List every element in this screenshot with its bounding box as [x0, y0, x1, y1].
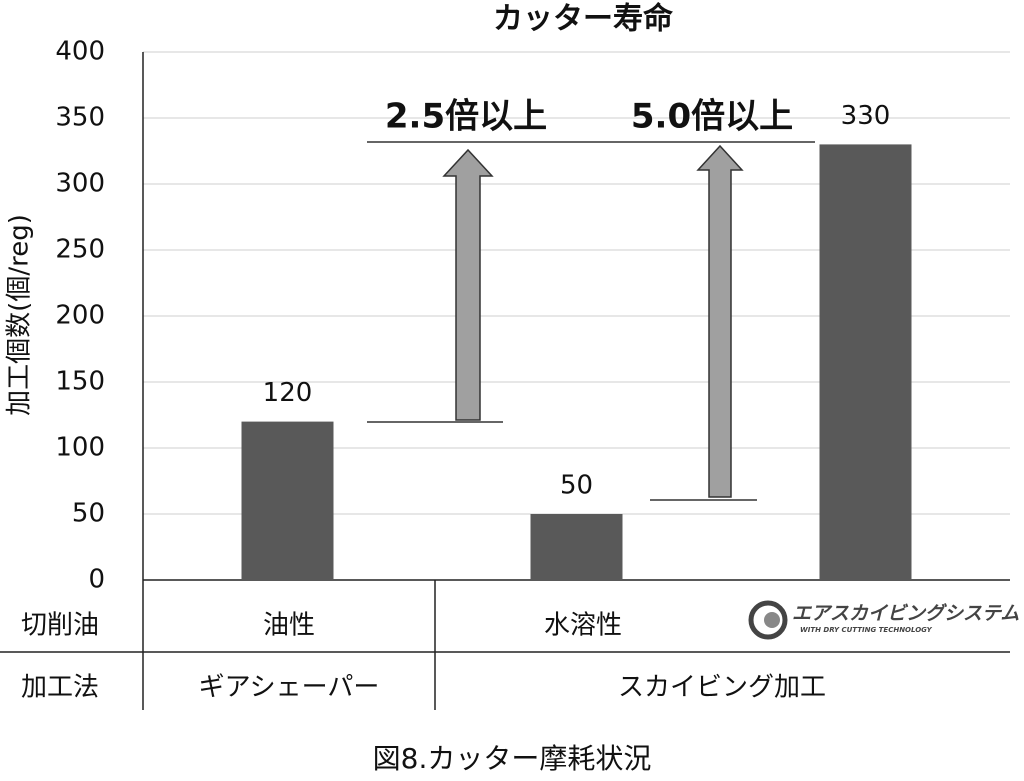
- arrow: [696, 144, 744, 498]
- chart-title: カッター寿命: [493, 2, 674, 37]
- row-header: 切削油: [21, 611, 99, 641]
- y-tick-label: 350: [55, 103, 105, 133]
- logo-icon: [764, 612, 780, 628]
- arrows: [367, 141, 815, 501]
- y-axis-label: 加工個数(個/reg): [5, 214, 35, 416]
- y-tick-label: 50: [72, 499, 105, 529]
- grid: 0 50 100 150 200 250 300 350 400: [55, 37, 1010, 595]
- table-cell: 油性: [263, 611, 315, 641]
- data-label: 120: [263, 378, 313, 408]
- y-tick-label: 200: [55, 301, 105, 331]
- logo-tagline: WITH DRY CUTTING TECHNOLOGY: [800, 626, 933, 634]
- logo-icon: [748, 600, 788, 640]
- y-tick-label: 0: [88, 565, 105, 595]
- bars: 120 50 330: [241, 101, 912, 580]
- y-tick-label: 400: [55, 37, 105, 67]
- annotation: 2.5倍以上: [385, 97, 547, 137]
- bar: [530, 514, 623, 580]
- data-label: 50: [560, 471, 593, 501]
- data-label: 330: [841, 101, 891, 131]
- y-tick-label: 250: [55, 235, 105, 265]
- caption: 図8.カッター摩耗状況: [373, 742, 652, 775]
- logo: エアスカイビングシステム WITH DRY CUTTING TECHNOLOGY: [748, 600, 1019, 640]
- arrow: [442, 148, 494, 421]
- table-cell: 水溶性: [544, 611, 622, 641]
- y-tick-label: 150: [55, 367, 105, 397]
- table: [0, 580, 1010, 710]
- table-cell: スカイビング加工: [618, 673, 826, 703]
- bar: [819, 144, 912, 580]
- table-cell: ギアシェーパー: [199, 673, 380, 703]
- y-tick-label: 300: [55, 169, 105, 199]
- row-header: 加工法: [21, 673, 99, 703]
- y-tick-label: 100: [55, 433, 105, 463]
- annotation: 5.0倍以上: [631, 97, 793, 137]
- bar: [241, 421, 334, 580]
- logo-name: エアスカイビングシステム: [792, 603, 1019, 625]
